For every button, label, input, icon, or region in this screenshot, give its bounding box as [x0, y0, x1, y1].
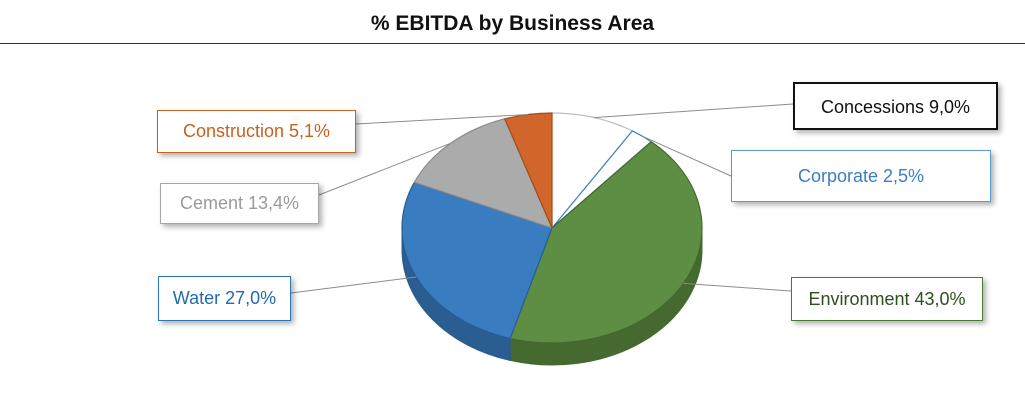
data-label-concessions: Concessions 9,0% — [793, 82, 998, 130]
pie-slice-concessions — [551, 112, 634, 230]
pie-slice-construction — [503, 112, 553, 229]
leader-lines — [290, 103, 794, 294]
leader-line-construction — [355, 113, 529, 125]
data-label-corporate: Corporate 2,5% — [731, 150, 991, 202]
leader-line-water — [290, 276, 417, 294]
leader-line-environment — [683, 282, 792, 292]
data-label-cement: Cement 13,4% — [160, 183, 319, 224]
leader-line-concessions — [593, 103, 794, 119]
chart-title: % EBITDA by Business Area — [0, 0, 1025, 44]
pie-top-faces — [401, 112, 703, 344]
leader-line-corporate — [641, 135, 732, 177]
pie-slice-cement — [413, 118, 554, 229]
data-label-water: Water 27,0% — [158, 276, 291, 321]
data-label-environment: Environment 43,0% — [791, 277, 983, 321]
pie-slice-water — [401, 181, 553, 340]
data-label-construction: Construction 5,1% — [157, 110, 356, 153]
leader-line-cement — [318, 142, 451, 196]
